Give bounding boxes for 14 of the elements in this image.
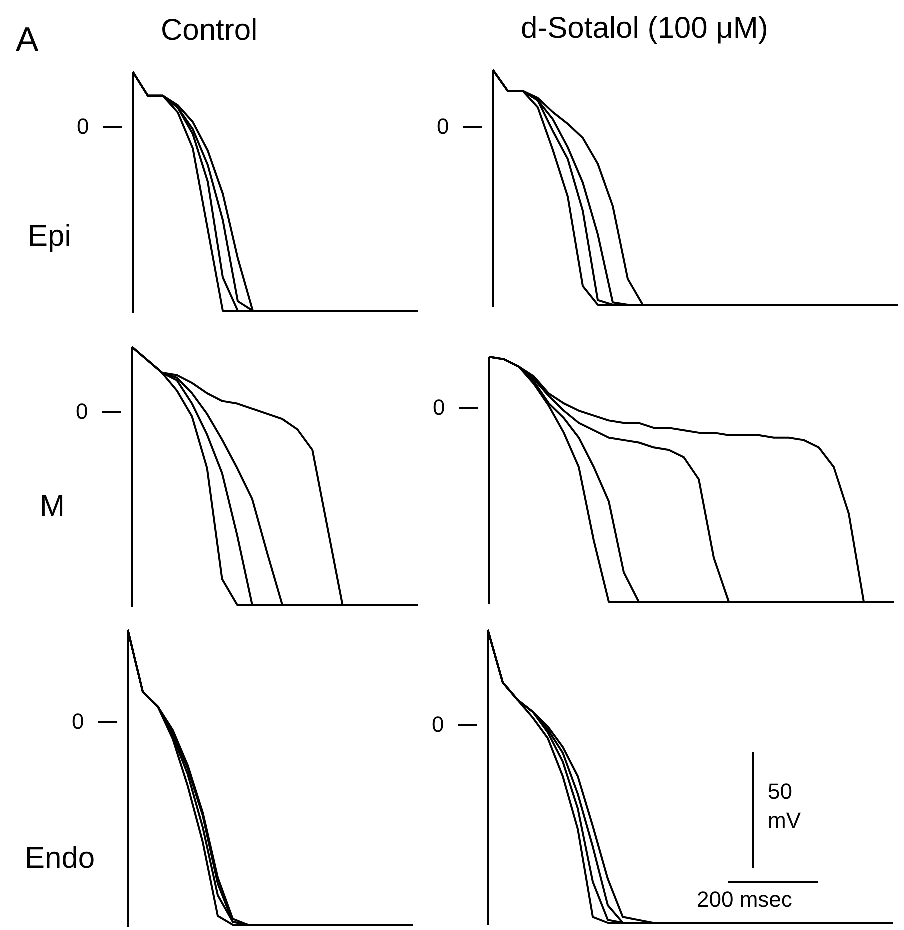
- y-axis-title: Endo: [25, 842, 96, 876]
- text: 0: [72, 708, 84, 736]
- y-axis-title: M: [40, 490, 65, 524]
- y-axis-title: Epi: [28, 220, 72, 254]
- annotation: 200 msec: [697, 886, 792, 914]
- chart-title: Control: [161, 14, 258, 48]
- text: A: [16, 20, 39, 61]
- annotation: 50 mV: [768, 778, 802, 835]
- text: 0: [437, 113, 450, 141]
- chart-title: d-Sotalol (100 μM): [521, 12, 768, 46]
- text: 0: [432, 711, 444, 739]
- text: 0: [76, 398, 88, 426]
- text: 0: [433, 394, 446, 422]
- text: 0: [77, 113, 90, 141]
